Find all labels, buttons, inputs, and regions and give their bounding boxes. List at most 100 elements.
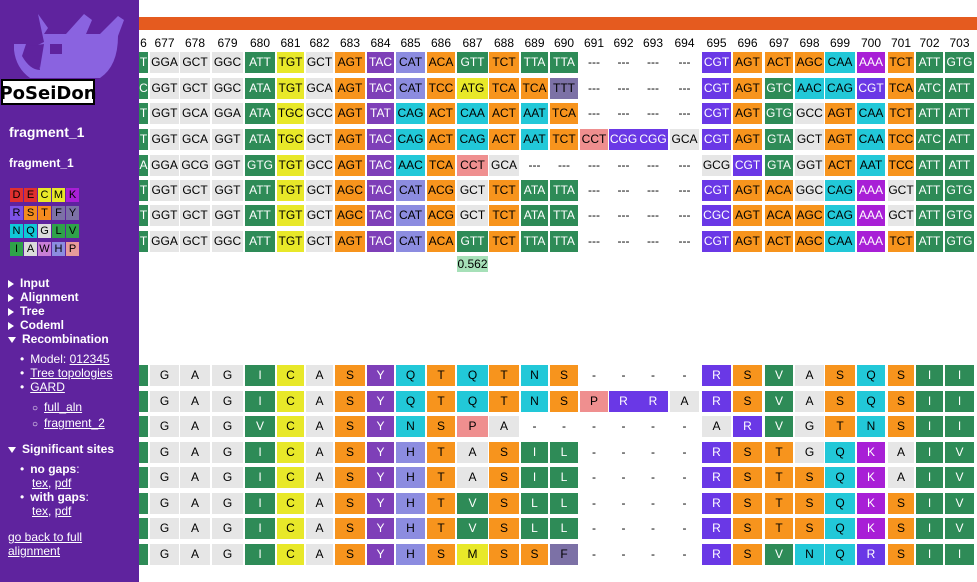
position-label: 6 <box>140 36 147 50</box>
codon-cell: AGT <box>335 103 365 124</box>
codon-cell: AAT <box>521 103 548 124</box>
amino-acid-cell: - <box>521 416 548 437</box>
amino-acid-cell: S <box>521 544 548 565</box>
menu-codeml[interactable]: Codeml <box>8 318 136 332</box>
tree-topologies-link[interactable]: Tree topologies <box>30 366 113 380</box>
amino-acid-cell: A <box>795 365 824 386</box>
codon-cell: TCT <box>550 129 578 150</box>
menu-tree[interactable]: Tree <box>8 304 136 318</box>
navigation-menu: Input Alignment Tree Codeml Recombinatio… <box>8 276 136 558</box>
amino-acid-cell: - <box>580 365 608 386</box>
amino-acid-cell: S <box>489 493 519 514</box>
amino-acid-cell: Y <box>367 467 394 488</box>
codon-cell: TTA <box>550 180 578 201</box>
amino-acid-cell: S <box>733 544 762 565</box>
amino-acid-cell: - <box>609 544 638 565</box>
poseidon-logo[interactable]: PoSeiDon <box>0 6 128 106</box>
codon-cell: AGT <box>825 129 855 150</box>
codon-cell: AGC <box>795 52 824 73</box>
codon-cell: ACA <box>765 205 793 226</box>
codon-cell: ATT <box>916 231 943 252</box>
amino-acid-cell: G <box>150 493 179 514</box>
codon-cell: GCT <box>306 129 333 150</box>
codon-cell: CAT <box>396 78 425 99</box>
codon-cell: CAA <box>457 103 488 124</box>
codon-cell: AAA <box>857 231 885 252</box>
codon-cell: --- <box>670 78 699 99</box>
codon-cell: ATA <box>521 205 548 226</box>
go-back-link[interactable]: go back to full alignment <box>8 530 83 558</box>
amino-acid-cell: S <box>427 544 455 565</box>
amino-acid-cell: Y <box>367 365 394 386</box>
codon-cell: AGT <box>733 103 762 124</box>
codon-cell: ACA <box>765 180 793 201</box>
codon-cell: GCT <box>457 205 488 226</box>
with-gaps-tex-link[interactable]: tex <box>32 504 49 518</box>
codon-cell: TCT <box>888 52 914 73</box>
gard-link[interactable]: GARD <box>30 380 65 394</box>
codon-cell: TAC <box>367 78 394 99</box>
menu-input[interactable]: Input <box>8 276 136 290</box>
menu-significant-sites[interactable]: Significant sites <box>8 442 136 456</box>
amino-acid-cell: I <box>245 442 275 463</box>
amino-acid-cell: Q <box>457 365 488 386</box>
amino-acid-cell: G <box>212 467 243 488</box>
position-label: 698 <box>799 36 820 50</box>
collapse-icon <box>8 336 16 343</box>
amino-acid-cell: - <box>609 467 638 488</box>
amino-acid-cell: T <box>427 442 455 463</box>
amino-acid-cell: N <box>521 365 548 386</box>
amino-acid-cell: C <box>277 416 304 437</box>
amino-acid-cell: - <box>638 365 668 386</box>
codon-cell: --- <box>638 155 668 176</box>
codon-cell: ACT <box>825 155 855 176</box>
amino-acid-cell: I <box>245 544 275 565</box>
amino-acid-cell <box>139 416 148 437</box>
codon-cell: CAG <box>457 129 488 150</box>
amino-acid-cell: T <box>427 391 455 412</box>
codon-cell: --- <box>609 155 638 176</box>
fragment-subtitle: fragment_1 <box>9 156 74 170</box>
amino-acid-cell: K <box>857 467 885 488</box>
amino-acid-cell: S <box>550 365 578 386</box>
amino-acid-cell: G <box>212 442 243 463</box>
codon-cell: GGT <box>150 180 179 201</box>
amino-acid-cell: H <box>396 518 425 539</box>
menu-alignment[interactable]: Alignment <box>8 290 136 304</box>
codon-cell: GTT <box>457 231 488 252</box>
amino-acid-cell: G <box>150 442 179 463</box>
amino-acid-cell: A <box>306 416 333 437</box>
codon-cell: CAA <box>825 52 855 73</box>
amino-acid-cell: I <box>916 518 943 539</box>
codon-cell: CAG <box>825 180 855 201</box>
codon-cell: CAA <box>857 129 885 150</box>
codon-cell: GCT <box>457 180 488 201</box>
no-gaps-tex-link[interactable]: tex <box>32 476 49 490</box>
codon-cell: CAG <box>825 205 855 226</box>
legend-swatch: I <box>10 242 23 256</box>
position-label: 685 <box>400 36 421 50</box>
amino-acid-cell: G <box>150 467 179 488</box>
amino-acid-cell: G <box>212 544 243 565</box>
amino-acid-cell: - <box>580 416 608 437</box>
with-gaps-pdf-link[interactable]: pdf <box>54 504 72 518</box>
codon-cell: ATT <box>945 103 974 124</box>
amino-acid-cell: S <box>888 544 914 565</box>
codon-cell: AGT <box>335 52 365 73</box>
amino-acid-cell: S <box>795 493 824 514</box>
position-label: 701 <box>890 36 912 50</box>
amino-acid-cell: - <box>670 442 699 463</box>
codon-cell: TCA <box>489 78 519 99</box>
no-gaps-pdf-link[interactable]: pdf <box>54 476 72 490</box>
menu-recombination[interactable]: Recombination <box>8 332 136 346</box>
codon-cell: AGT <box>733 78 762 99</box>
fragment-2-link[interactable]: fragment_2 <box>44 416 105 430</box>
codon-cell: GTC <box>765 78 793 99</box>
codon-cell: AGT <box>335 231 365 252</box>
full-aln-link[interactable]: full_aln <box>44 400 83 414</box>
codon-cell: --- <box>609 52 638 73</box>
codon-cell: GGT <box>795 155 824 176</box>
amino-acid-cell: V <box>945 442 974 463</box>
model-link[interactable]: 012345 <box>69 352 110 366</box>
model-item: Model: 012345 <box>20 352 136 366</box>
